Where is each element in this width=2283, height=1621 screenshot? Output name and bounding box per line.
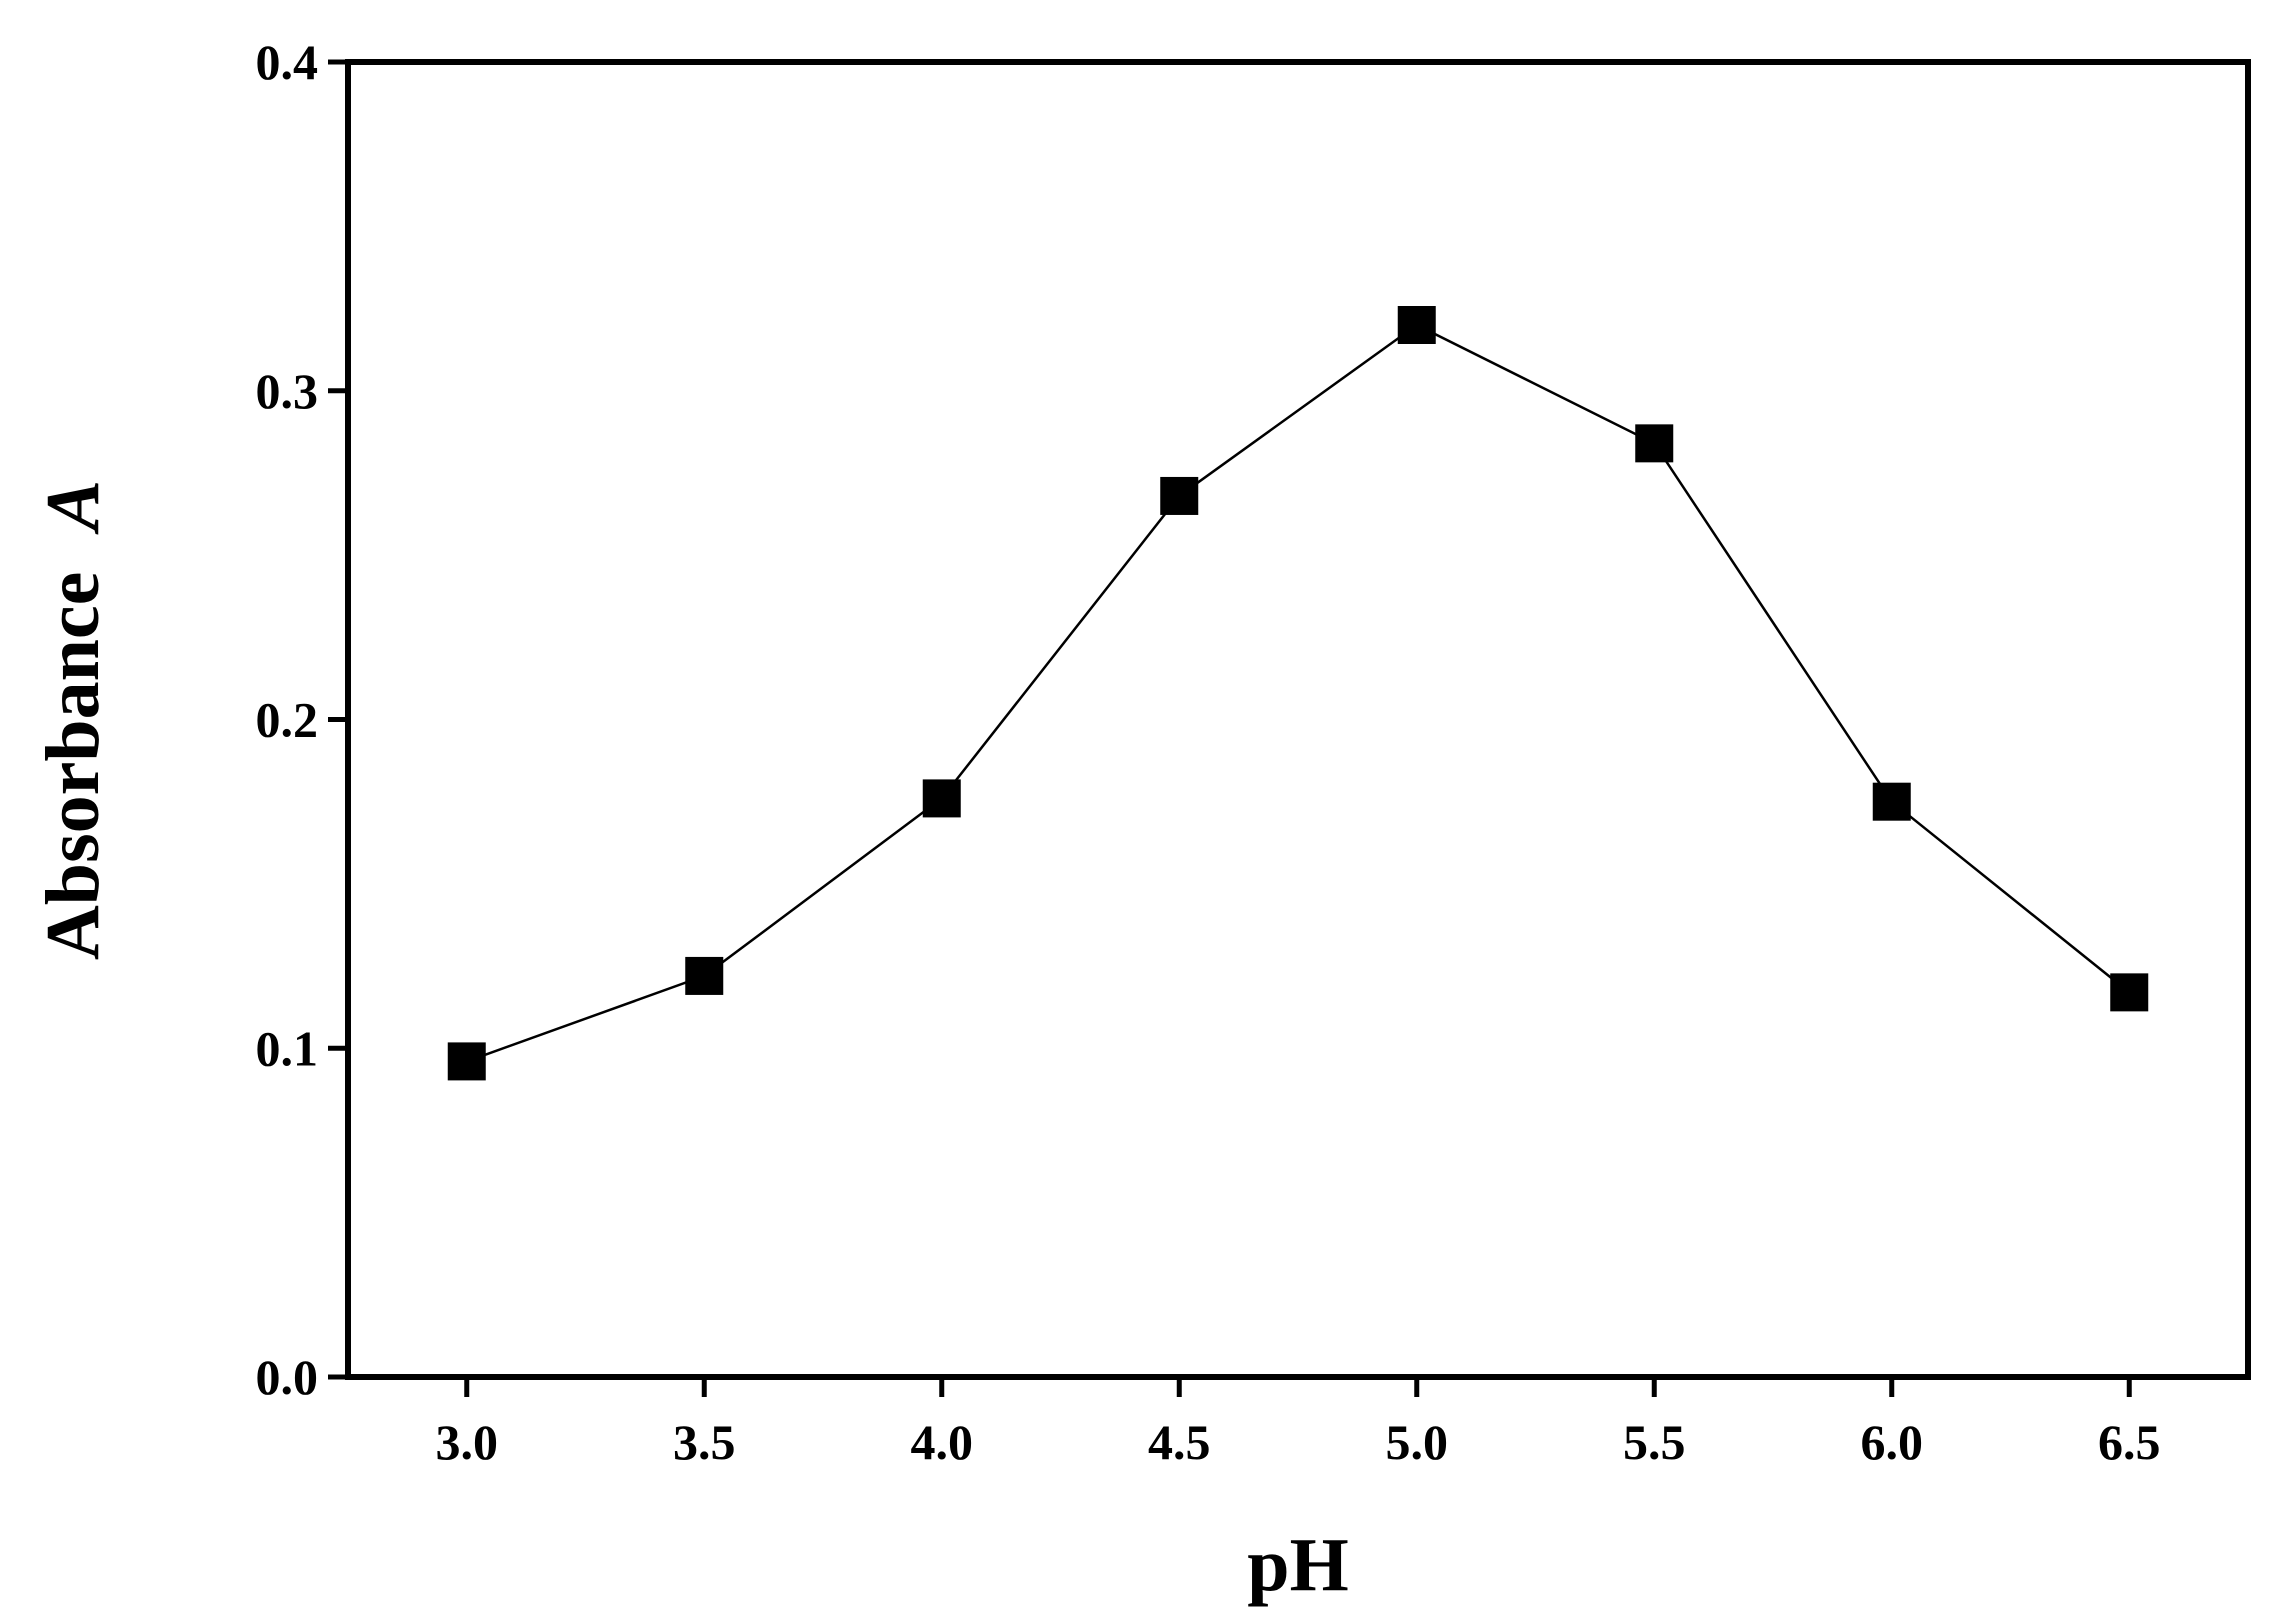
series-line [466, 323, 2131, 1063]
data-point [922, 779, 961, 818]
data-point [1397, 306, 1436, 344]
y-tick-label: 0.0 [256, 1349, 319, 1405]
y-tick-label: 0.3 [256, 363, 319, 419]
y-axis: 0.0 0.1 0.2 0.3 0.4 [256, 34, 348, 1405]
x-tick-label: 4.5 [1148, 1414, 1211, 1470]
x-tick-label: 6.0 [1861, 1414, 1924, 1470]
y-tick-label: 0.4 [256, 34, 319, 90]
x-tick-label: 5.5 [1623, 1414, 1686, 1470]
x-axis-title: pH [1247, 1523, 1348, 1607]
x-axis: 3.0 3.5 4.0 4.5 5.0 5.5 6.0 6.5 [436, 1377, 2161, 1470]
x-tick-label: 5.0 [1386, 1414, 1449, 1470]
y-tick-label: 0.1 [256, 1020, 319, 1076]
data-point [685, 956, 724, 995]
y-tick-label: 0.2 [256, 692, 319, 748]
plot-frame [345, 59, 2251, 1380]
x-tick-label: 3.0 [436, 1414, 499, 1470]
data-point [1872, 782, 1911, 821]
data-point [1160, 476, 1199, 515]
x-tick-label: 6.5 [2098, 1414, 2161, 1470]
y-axis-title-main: Absorbance [31, 572, 115, 960]
series-layer [447, 306, 2149, 1081]
data-point [2110, 973, 2149, 1012]
data-point [1635, 424, 1674, 463]
data-point [447, 1042, 486, 1081]
x-tick-label: 3.5 [673, 1414, 736, 1470]
y-axis-title: Absorbance A [31, 480, 115, 960]
y-axis-title-variable: A [31, 480, 115, 535]
x-tick-label: 4.0 [911, 1414, 974, 1470]
